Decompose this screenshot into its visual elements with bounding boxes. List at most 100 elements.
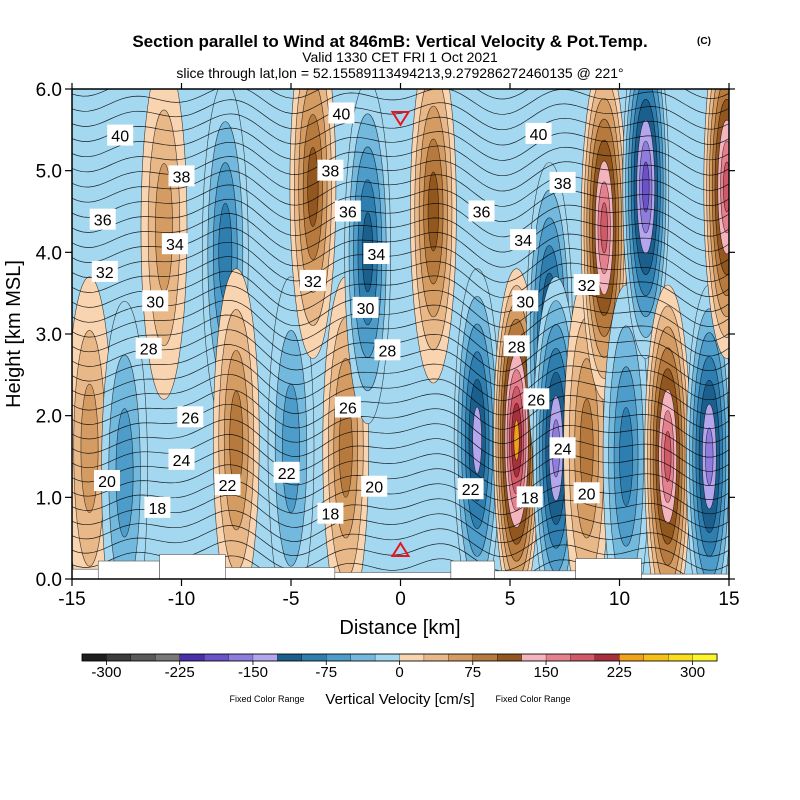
y-tick-label: 1.0 bbox=[36, 488, 62, 509]
isentrope bbox=[72, 509, 729, 543]
label-box bbox=[135, 337, 162, 359]
isentrope bbox=[72, 299, 729, 343]
x-axis-label: Distance [km] bbox=[339, 617, 460, 639]
isentrope bbox=[72, 213, 729, 253]
isentrope bbox=[72, 184, 729, 222]
label-text: 18 bbox=[322, 507, 340, 524]
isentrope-label: 22 bbox=[457, 478, 484, 500]
isentrope bbox=[72, 344, 729, 387]
label-text: 34 bbox=[166, 237, 184, 254]
label-text: 38 bbox=[554, 176, 572, 193]
label-text: 30 bbox=[357, 301, 375, 318]
label-text: 28 bbox=[379, 343, 397, 360]
isentrope-label: 34 bbox=[363, 243, 390, 264]
isentrope bbox=[72, 525, 729, 557]
isentrope-label: 32 bbox=[299, 269, 326, 291]
velocity-contour bbox=[663, 431, 672, 482]
label-text: 22 bbox=[219, 478, 237, 495]
colorbar-note-right: Fixed Color Range bbox=[495, 694, 570, 704]
chart-title: Section parallel to Wind at 846mB: Verti… bbox=[132, 32, 647, 51]
label-box bbox=[168, 165, 195, 187]
label-text: 26 bbox=[181, 410, 199, 427]
x-tick-label: 10 bbox=[609, 589, 630, 610]
isentrope-label: 38 bbox=[168, 165, 195, 187]
isentrope-label: 28 bbox=[135, 337, 162, 359]
isentrope-label: 38 bbox=[549, 171, 576, 193]
colorbar-swatch bbox=[448, 653, 474, 662]
label-text: 32 bbox=[578, 278, 596, 295]
colorbar-tick-label: 300 bbox=[680, 664, 705, 681]
label-box bbox=[334, 396, 361, 418]
isentrope-label: 24 bbox=[549, 437, 576, 459]
label-box bbox=[142, 290, 169, 312]
label-text: 36 bbox=[94, 213, 112, 230]
colorbar-swatch bbox=[399, 653, 425, 662]
isentrope-label: 40 bbox=[107, 124, 134, 146]
colorbar-swatch bbox=[423, 653, 449, 662]
colorbar-swatch bbox=[497, 653, 523, 662]
velocity-contour bbox=[705, 427, 714, 486]
colorbar-tick-label: -150 bbox=[238, 664, 268, 681]
label-text: 20 bbox=[98, 474, 116, 491]
label-text: 34 bbox=[514, 233, 532, 250]
label-text: 26 bbox=[339, 401, 357, 418]
colorbar-title: Vertical Velocity [cm/s] bbox=[325, 691, 474, 708]
x-tick-label: -10 bbox=[168, 589, 195, 610]
colorbar-tick-label: -300 bbox=[91, 664, 121, 681]
isentrope bbox=[72, 170, 729, 207]
colorbar-tick-label: 150 bbox=[534, 664, 559, 681]
velocity-contour bbox=[80, 383, 99, 513]
label-box bbox=[525, 122, 552, 144]
x-axis: -15 -10 -5 0 5 10 15 bbox=[58, 83, 740, 610]
velocity-contour bbox=[513, 419, 520, 461]
label-text: 20 bbox=[578, 486, 596, 503]
isentrope-label: 38 bbox=[317, 159, 344, 181]
terrain-block bbox=[575, 558, 642, 579]
isentrope-label: 18 bbox=[516, 486, 543, 508]
y-tick-label: 4.0 bbox=[36, 243, 62, 264]
colorbar-swatch bbox=[570, 653, 596, 662]
label-box bbox=[107, 124, 134, 146]
label-text: 34 bbox=[368, 247, 386, 264]
label-box bbox=[512, 290, 539, 312]
isentrope-label: 30 bbox=[512, 290, 539, 312]
y-axis-label: Height [km MSL] bbox=[3, 260, 25, 408]
colorbar-swatch bbox=[619, 653, 645, 662]
isentrope bbox=[72, 314, 729, 358]
colorbar-note-left: Fixed Color Range bbox=[229, 694, 304, 704]
x-tick-label: 0 bbox=[395, 589, 406, 610]
colorbar-tick-label: -225 bbox=[165, 664, 195, 681]
label-box bbox=[523, 388, 550, 410]
y-tick-label: 2.0 bbox=[36, 407, 62, 428]
colorbar-swatch bbox=[594, 653, 620, 662]
colorbar: -300 -225 -150 -75 0 75 150 225 300 bbox=[81, 653, 718, 681]
label-box bbox=[503, 335, 530, 357]
y-tick-label: 5.0 bbox=[36, 162, 62, 183]
terrain bbox=[72, 554, 729, 579]
label-box bbox=[573, 482, 600, 504]
isentrope-label: 26 bbox=[523, 388, 550, 410]
section-markers bbox=[390, 111, 411, 557]
label-box bbox=[214, 474, 241, 496]
colorbar-swatch bbox=[545, 653, 571, 662]
colorbar-swatch bbox=[155, 653, 181, 662]
isentrope-label: 28 bbox=[374, 339, 401, 361]
colorbar-swatch bbox=[350, 653, 376, 662]
colorbar-swatch bbox=[472, 653, 498, 662]
velocity-contour bbox=[600, 202, 608, 254]
x-tick-label: 5 bbox=[505, 589, 516, 610]
colorbar-swatch bbox=[643, 653, 669, 662]
colorbar-swatch bbox=[81, 653, 107, 662]
isentrope bbox=[72, 373, 729, 416]
velocity-contour bbox=[642, 161, 650, 213]
isentrope-label: 40 bbox=[328, 102, 355, 124]
label-box bbox=[549, 171, 576, 193]
colorbar-swatch bbox=[374, 653, 400, 662]
label-box bbox=[161, 233, 188, 255]
label-text: 22 bbox=[278, 466, 296, 483]
x-tick-label: -5 bbox=[283, 589, 300, 610]
isentrope-label: 18 bbox=[317, 502, 344, 524]
isentrope bbox=[72, 285, 729, 328]
label-text: 32 bbox=[304, 274, 322, 291]
